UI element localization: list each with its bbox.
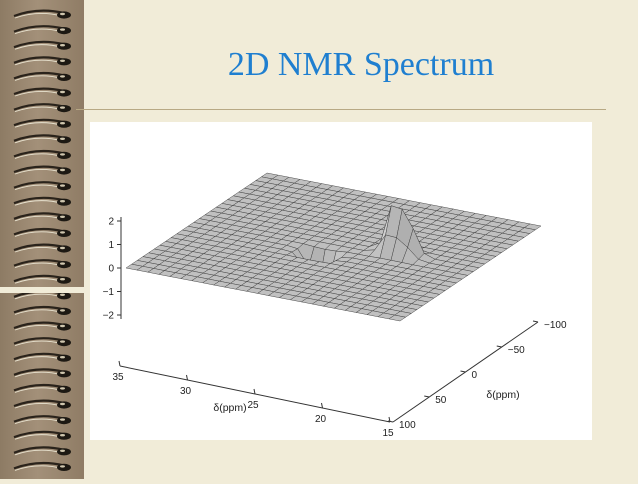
x-tick-label: 15 bbox=[382, 428, 394, 439]
z-tick-label: −2 bbox=[103, 311, 115, 322]
x-tick-label: 20 bbox=[315, 414, 327, 425]
binding-ring-icon bbox=[13, 399, 71, 409]
z-tick-label: 0 bbox=[108, 264, 114, 275]
binding-ring-icon bbox=[13, 181, 71, 191]
y-tick-label: −50 bbox=[508, 345, 525, 356]
y-axis-title: δ(ppm) bbox=[486, 389, 519, 401]
binding-ring-icon bbox=[13, 40, 71, 50]
y-tick-mark bbox=[460, 370, 466, 373]
binding-ring-icon bbox=[13, 274, 71, 284]
binding-ring-icon bbox=[13, 149, 71, 159]
binding-ring-icon bbox=[13, 259, 71, 269]
chart-panel: −2 −1 0 1 2 35 30 25 20 15 δ(ppm) 100 50 0 −50 −100 δ(… bbox=[90, 122, 592, 440]
y-tick-label: 0 bbox=[472, 370, 478, 381]
binding-ring-icon bbox=[13, 165, 71, 175]
y-tick-label: −100 bbox=[544, 320, 567, 331]
y-tick-mark bbox=[387, 420, 394, 423]
binding-ring-icon bbox=[13, 321, 71, 331]
surface-mesh bbox=[125, 172, 542, 322]
binding-ring-icon bbox=[13, 368, 71, 378]
x-tick-mark bbox=[186, 374, 188, 381]
x-tick-label: 25 bbox=[247, 400, 259, 411]
binding-ring-icon bbox=[13, 9, 71, 19]
x-tick-label: 30 bbox=[180, 386, 192, 397]
binding-ring-icon bbox=[13, 71, 71, 81]
binding-ring-icon bbox=[13, 461, 71, 471]
binding-ring-icon bbox=[13, 196, 71, 206]
binding-ring-icon bbox=[13, 415, 71, 425]
y-axis: 100 50 0 −50 −100 δ(ppm) bbox=[387, 320, 567, 431]
binding-ring-icon bbox=[13, 56, 71, 66]
y-tick-mark bbox=[532, 320, 539, 323]
binding-ring-icon bbox=[13, 305, 71, 315]
binding-ring-icon bbox=[13, 446, 71, 456]
binding-ring-icon bbox=[13, 243, 71, 253]
z-tick-label: 1 bbox=[108, 240, 114, 251]
x-tick-label: 35 bbox=[112, 372, 124, 383]
x-tick-mark bbox=[321, 402, 323, 409]
z-tick-label: −1 bbox=[103, 287, 115, 298]
notebook-binding bbox=[0, 0, 84, 479]
y-tick-mark bbox=[424, 395, 430, 398]
x-tick-mark bbox=[118, 360, 121, 367]
z-tick-label: 2 bbox=[108, 217, 114, 228]
binding-ring-icon bbox=[13, 337, 71, 347]
binding-gap bbox=[0, 287, 84, 293]
binding-ring-icon bbox=[13, 103, 71, 113]
slide-title: 2D NMR Spectrum bbox=[227, 46, 495, 83]
z-axis: −2 −1 0 1 2 bbox=[103, 217, 122, 322]
x-axis: 35 30 25 20 15 δ(ppm) bbox=[112, 360, 394, 439]
binding-ring-icon bbox=[13, 430, 71, 440]
binding-ring-icon bbox=[13, 87, 71, 97]
binding-ring-icon bbox=[13, 383, 71, 393]
binding-ring-icon bbox=[13, 25, 71, 35]
y-tick-mark bbox=[496, 345, 502, 348]
nmr-surface-plot: −2 −1 0 1 2 35 30 25 20 15 δ(ppm) 100 50 0 −50 −100 δ(… bbox=[103, 172, 567, 439]
binding-ring-icon bbox=[13, 118, 71, 128]
binding-ring-icon bbox=[13, 352, 71, 362]
title-divider bbox=[76, 109, 606, 110]
binding-rings bbox=[13, 9, 71, 471]
x-axis-title: δ(ppm) bbox=[213, 402, 246, 414]
binding-ring-icon bbox=[13, 212, 71, 222]
binding-ring-icon bbox=[13, 134, 71, 144]
surface-cell bbox=[388, 314, 407, 322]
y-tick-label: 50 bbox=[435, 395, 447, 406]
binding-ring-icon bbox=[13, 227, 71, 237]
y-tick-label: 100 bbox=[399, 420, 416, 431]
x-tick-mark bbox=[253, 388, 256, 395]
